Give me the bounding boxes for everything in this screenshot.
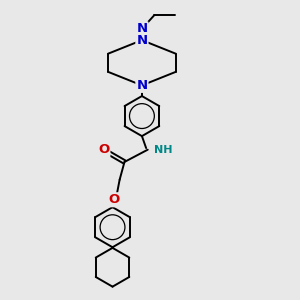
Text: O: O xyxy=(98,143,110,156)
Text: N: N xyxy=(136,34,148,47)
Text: N: N xyxy=(136,22,148,35)
Text: N: N xyxy=(136,79,148,92)
Text: O: O xyxy=(108,193,119,206)
Text: NH: NH xyxy=(154,145,172,155)
